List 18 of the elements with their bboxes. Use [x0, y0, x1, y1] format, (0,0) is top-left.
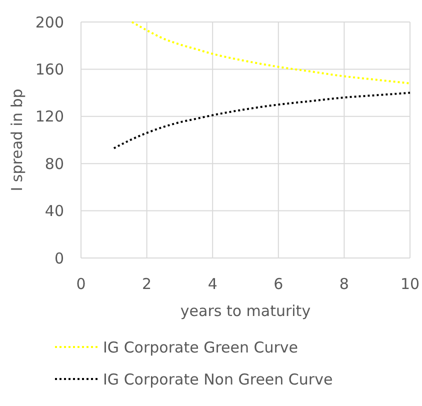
line-series: [130, 21, 411, 84]
y-tick-label: 160: [35, 60, 64, 78]
y-tick-label: 40: [44, 202, 64, 220]
y-tick-label: 120: [35, 108, 64, 126]
x-tick-label: 4: [208, 275, 218, 293]
legend-label: IG Corporate Green Curve: [103, 338, 298, 356]
y-tick-label: 200: [35, 13, 64, 32]
line-series: [112, 92, 411, 150]
x-tick-label: 10: [400, 275, 420, 293]
y-axis-title: I spread in bp: [8, 88, 26, 192]
y-tick-label: 0: [54, 249, 64, 268]
x-axis-title: years to maturity: [180, 302, 311, 320]
x-tick-label: 2: [142, 275, 152, 293]
y-tick-label: 80: [44, 154, 64, 173]
legend-label: IG Corporate Non Green Curve: [103, 370, 333, 388]
x-tick-label: 6: [274, 275, 284, 293]
x-tick-label: 0: [76, 275, 86, 293]
x-tick-label: 8: [339, 275, 349, 293]
